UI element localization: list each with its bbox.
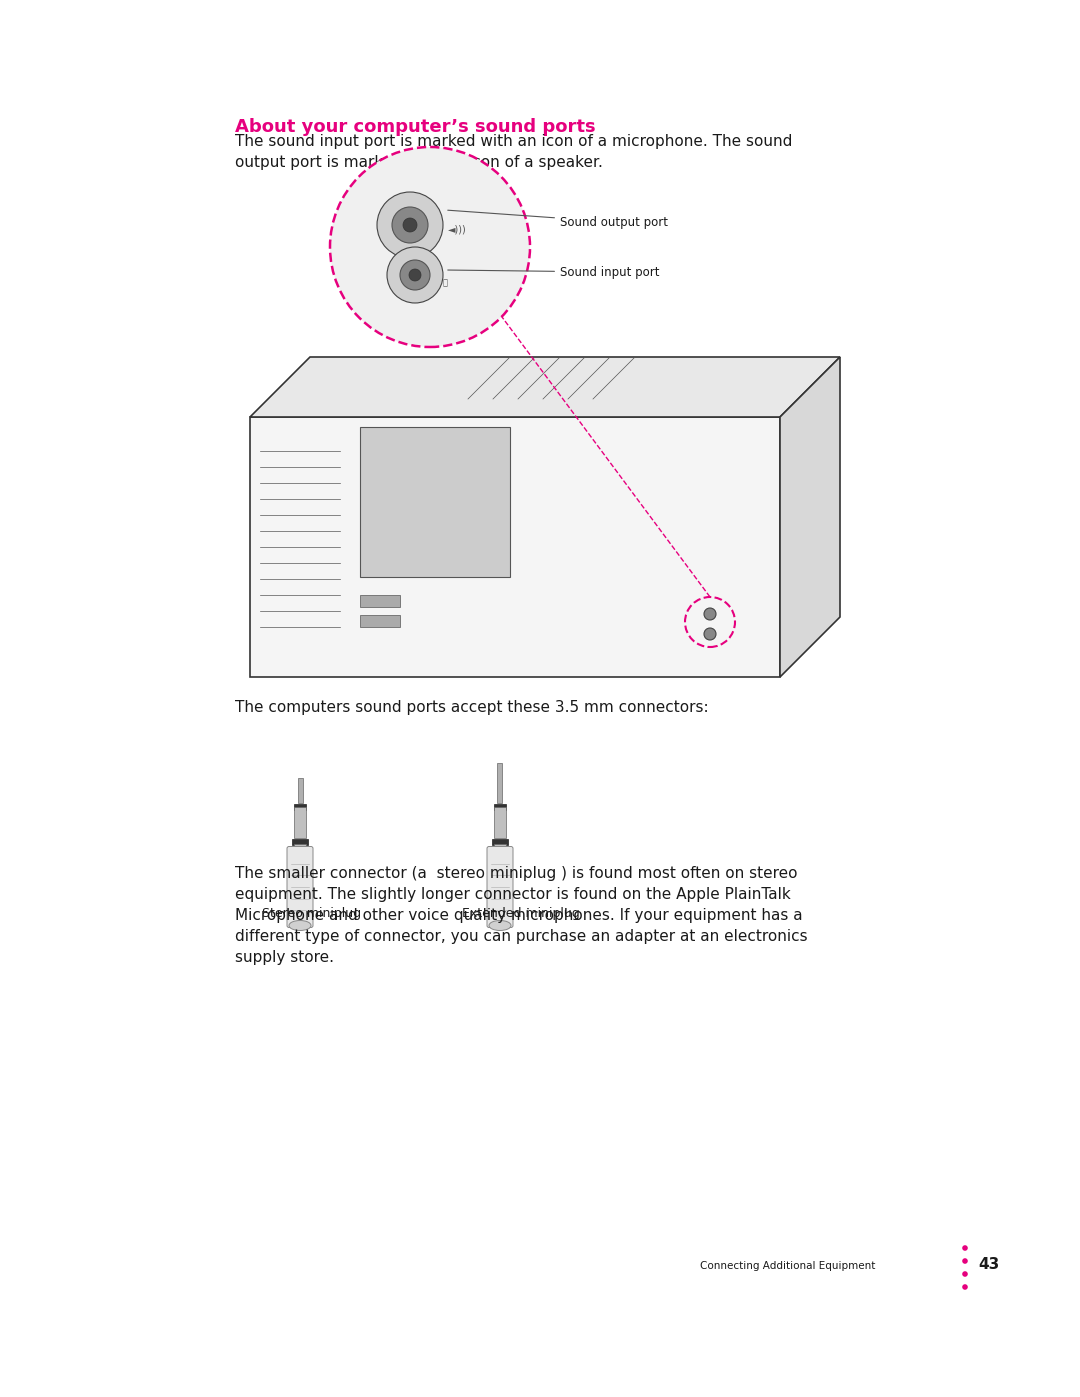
Circle shape: [377, 191, 443, 258]
Circle shape: [400, 260, 430, 291]
Circle shape: [962, 1259, 968, 1264]
Bar: [360, 615, 400, 627]
Text: The sound input port is marked with an icon of a microphone. The sound
output po: The sound input port is marked with an i…: [235, 134, 793, 170]
Ellipse shape: [289, 921, 311, 930]
Text: Connecting Additional Equipment: Connecting Additional Equipment: [700, 1261, 876, 1271]
Circle shape: [330, 147, 530, 346]
FancyBboxPatch shape: [487, 847, 513, 928]
Bar: [360, 595, 400, 608]
Polygon shape: [249, 416, 780, 678]
Bar: [498, 763, 502, 803]
Circle shape: [392, 207, 428, 243]
Text: 🎤: 🎤: [443, 278, 448, 286]
Text: Sound input port: Sound input port: [448, 265, 660, 278]
Text: The computers sound ports accept these 3.5 mm connectors:: The computers sound ports accept these 3…: [235, 700, 708, 715]
Text: Sound output port: Sound output port: [448, 210, 669, 229]
Bar: [360, 427, 510, 577]
Bar: [297, 778, 302, 803]
Polygon shape: [780, 358, 840, 678]
Text: 43: 43: [978, 1257, 999, 1273]
Circle shape: [962, 1284, 968, 1289]
Text: About your computer’s sound ports: About your computer’s sound ports: [235, 117, 596, 136]
Bar: [492, 840, 508, 845]
Circle shape: [704, 608, 716, 620]
Bar: [292, 840, 308, 845]
Circle shape: [403, 218, 417, 232]
Text: ◄))): ◄))): [448, 225, 467, 235]
Bar: [494, 805, 507, 810]
Bar: [494, 807, 507, 838]
Text: Stereo miniplug: Stereo miniplug: [262, 907, 361, 921]
Circle shape: [409, 270, 421, 281]
Bar: [294, 807, 306, 838]
Text: The smaller connector (a  stereo miniplug ) is found most often on stereo
equipm: The smaller connector (a stereo miniplug…: [235, 866, 808, 965]
Bar: [494, 844, 507, 870]
Text: Extended miniplug: Extended miniplug: [462, 907, 580, 921]
Bar: [294, 844, 306, 870]
Circle shape: [962, 1245, 968, 1250]
Ellipse shape: [489, 921, 511, 930]
FancyBboxPatch shape: [287, 847, 313, 928]
Bar: [292, 872, 308, 877]
Circle shape: [962, 1271, 968, 1277]
Circle shape: [704, 629, 716, 640]
Bar: [294, 805, 306, 810]
Polygon shape: [249, 358, 840, 416]
Circle shape: [387, 247, 443, 303]
Bar: [492, 872, 508, 877]
